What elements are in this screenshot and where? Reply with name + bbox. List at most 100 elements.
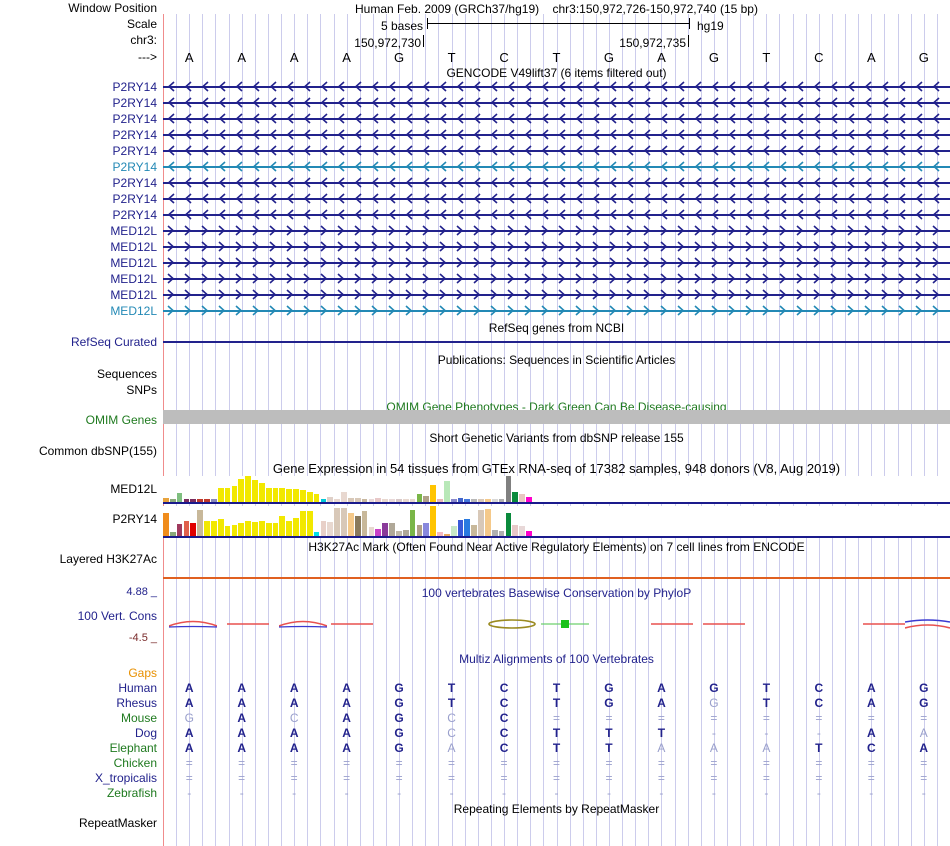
gene-track-p2ry14[interactable]: [163, 176, 950, 190]
arrow-left-icon: [388, 145, 396, 156]
sequence-row: ---> A A A A G T C T G A G T C A G: [0, 50, 950, 68]
arrow-right-icon: [184, 305, 192, 316]
species-label-elephant[interactable]: Elephant: [109, 741, 157, 755]
refseq-curated-label[interactable]: RefSeq Curated: [70, 335, 157, 349]
arrow-left-icon: [201, 209, 209, 220]
arrow-left-icon: [167, 97, 175, 108]
alignment-base: -: [554, 786, 559, 800]
snps-label[interactable]: SNPs: [126, 383, 157, 397]
arrow-right-icon: [915, 241, 923, 252]
alignment-base: A: [289, 681, 299, 695]
alignment-base: -: [344, 786, 349, 800]
alignment-row-x_tropicalis[interactable]: = = = = = = = = = = = = = = =: [163, 771, 950, 785]
phylop-conservation-plot[interactable]: [163, 588, 950, 646]
gtex-bar: [416, 494, 423, 502]
gene-label-p2ry14[interactable]: P2RY14: [112, 144, 157, 158]
gene-track-p2ry14[interactable]: [163, 112, 950, 126]
arrow-left-icon: [490, 113, 498, 124]
arrow-left-icon: [524, 97, 532, 108]
arrow-left-icon: [405, 129, 413, 140]
gtex-p2ry14-label[interactable]: P2RY14: [112, 512, 157, 526]
gene-line: [163, 166, 950, 168]
gene-line: [163, 198, 950, 200]
gene-track-med12l[interactable]: [163, 240, 950, 254]
gene-label-med12l[interactable]: MED12L: [110, 304, 157, 318]
gene-label-p2ry14[interactable]: P2RY14: [112, 112, 157, 126]
alignment-row-mouse[interactable]: G A C A G C C = = = = = = = =: [163, 711, 950, 725]
arrow-left-icon: [286, 97, 294, 108]
gene-track-p2ry14[interactable]: [163, 128, 950, 142]
gene-label-med12l[interactable]: MED12L: [110, 256, 157, 270]
alignment-row-chicken[interactable]: = = = = = = = = = = = = = = =: [163, 756, 950, 770]
gene-label-med12l[interactable]: MED12L: [110, 288, 157, 302]
gene-label-p2ry14[interactable]: P2RY14: [112, 176, 157, 190]
gene-track-p2ry14[interactable]: [163, 192, 950, 206]
arrow-left-icon: [932, 193, 940, 204]
species-label-mouse[interactable]: Mouse: [120, 711, 157, 725]
repeatmasker-label[interactable]: RepeatMasker: [78, 816, 157, 830]
arrow-right-icon: [507, 289, 515, 300]
gene-track-med12l[interactable]: [163, 272, 950, 286]
gene-track-p2ry14[interactable]: [163, 96, 950, 110]
gene-track-p2ry14[interactable]: [163, 160, 950, 174]
gene-track-med12l[interactable]: [163, 256, 950, 270]
gene-track-med12l[interactable]: [163, 224, 950, 238]
gene-label-p2ry14[interactable]: P2RY14: [112, 80, 157, 94]
arrow-right-icon: [524, 289, 532, 300]
sequence-base: G: [394, 50, 405, 65]
gene-label-p2ry14[interactable]: P2RY14: [112, 192, 157, 206]
arrow-left-icon: [252, 161, 260, 172]
species-label-dog[interactable]: Dog: [134, 726, 157, 740]
species-label-human[interactable]: Human: [118, 681, 157, 695]
species-label-chicken[interactable]: Chicken: [113, 756, 157, 770]
gene-label-p2ry14[interactable]: P2RY14: [112, 160, 157, 174]
gtex-bar: [217, 487, 224, 502]
arrow-left-icon: [269, 81, 277, 92]
refseq-curated-line[interactable]: [163, 341, 950, 343]
gene-track-p2ry14[interactable]: [163, 80, 950, 94]
arrow-left-icon: [167, 145, 175, 156]
gene-label-med12l[interactable]: MED12L: [110, 240, 157, 254]
common-dbsnp-label[interactable]: Common dbSNP(155): [38, 444, 157, 458]
arrow-right-icon: [558, 257, 566, 268]
arrow-right-icon: [184, 289, 192, 300]
gene-label-p2ry14[interactable]: P2RY14: [112, 128, 157, 142]
gene-label-med12l[interactable]: MED12L: [110, 224, 157, 238]
arrow-left-icon: [422, 193, 430, 204]
gene-label-p2ry14[interactable]: P2RY14: [112, 96, 157, 110]
gtex-med12l-label[interactable]: MED12L: [110, 482, 157, 496]
arrow-left-icon: [303, 193, 311, 204]
gtex-bar: [334, 499, 341, 502]
window-position-label: Window Position: [68, 1, 157, 15]
gaps-label[interactable]: Gaps: [128, 666, 157, 680]
layered-h3k27ac-label[interactable]: Layered H3K27Ac: [59, 552, 157, 566]
alignment-row-zebrafish[interactable]: ---------------: [163, 786, 950, 800]
alignment-base: T: [552, 741, 561, 755]
omim-genes-label[interactable]: OMIM Genes: [85, 413, 157, 427]
gene-track-p2ry14[interactable]: [163, 208, 950, 222]
species-label-x_tropicalis[interactable]: X_tropicalis: [94, 771, 157, 785]
gene-track-med12l[interactable]: [163, 304, 950, 318]
arrow-left-icon: [847, 209, 855, 220]
gene-label-p2ry14[interactable]: P2RY14: [112, 208, 157, 222]
species-label-zebrafish[interactable]: Zebrafish: [106, 786, 157, 800]
gtex-chart-p2ry14[interactable]: [163, 506, 950, 538]
gene-label-med12l[interactable]: MED12L: [110, 272, 157, 286]
arrow-left-icon: [847, 129, 855, 140]
cons-track-label[interactable]: 100 Vert. Cons: [77, 609, 157, 623]
arrow-right-icon: [456, 241, 464, 252]
gene-track-p2ry14[interactable]: [163, 144, 950, 158]
arrow-right-icon: [337, 289, 345, 300]
alignment-base: -: [397, 786, 402, 800]
gtex-chart-med12l[interactable]: [163, 476, 950, 504]
species-label-rhesus[interactable]: Rhesus: [116, 696, 157, 710]
omim-gene-bar[interactable]: [163, 410, 950, 424]
sequence-base: A: [237, 50, 247, 65]
arrow-left-icon: [728, 113, 736, 124]
gene-track-med12l[interactable]: [163, 288, 950, 302]
sequences-label[interactable]: Sequences: [96, 367, 157, 381]
